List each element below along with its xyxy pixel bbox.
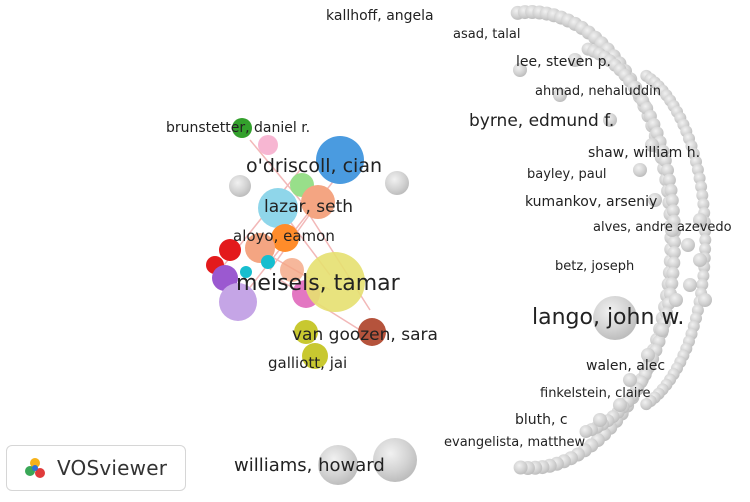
peripheral-node[interactable] [669,293,683,307]
peripheral-node[interactable] [633,163,647,177]
peripheral-node[interactable] [641,348,655,362]
peripheral-node[interactable] [664,183,678,197]
node-brunstetter-daniel-r[interactable] [232,118,252,138]
peripheral-node[interactable] [697,198,710,211]
peripheral-node[interactable] [648,193,662,207]
peripheral-node[interactable] [640,398,653,411]
peripheral-node[interactable] [655,323,669,337]
label-meisels-tamar[interactable]: meisels, tamar [236,271,401,296]
node-lango-john-w[interactable] [593,296,637,340]
peripheral-node[interactable] [698,293,712,307]
label-galliott-jai[interactable]: galliott, jai [268,354,347,372]
label-odriscoll-cian[interactable]: o'driscoll, cian [246,155,382,177]
peripheral-node[interactable] [668,235,681,249]
peripheral-node[interactable] [603,113,617,127]
label-alves-andre-azevedo[interactable]: alves, andre azevedo [593,220,732,235]
node-salmon-3[interactable] [280,258,304,282]
label-kallhoff-angela[interactable]: kallhoff, angela [326,8,434,24]
peripheral-node[interactable] [666,266,680,280]
label-aloyo-eamon[interactable]: aloyo, eamon [233,227,335,245]
peripheral-node[interactable] [665,193,679,207]
label-lango-john-w[interactable]: lango, john w. [532,305,684,330]
label-lee-steven-p[interactable]: lee, steven p. [516,54,611,70]
node-salmon[interactable] [301,185,335,219]
peripheral-node[interactable] [666,204,680,218]
node-lazar-seth[interactable] [258,188,298,228]
node-williams-howard-a[interactable] [373,438,417,482]
logo-text: VOSviewer [57,456,168,480]
node-meisels-tamar[interactable] [305,252,365,312]
peripheral-node[interactable] [229,175,251,197]
peripheral-node[interactable] [697,269,710,282]
label-bluth-c[interactable]: bluth, c [515,412,568,428]
label-evangelista-matthew[interactable]: evangelista, matthew [444,435,586,450]
vosviewer-logo: VOSviewer [6,445,186,491]
label-williams-howard[interactable]: williams, howard [234,455,385,476]
peripheral-node[interactable] [513,460,528,475]
peripheral-node[interactable] [667,246,681,259]
peripheral-node[interactable] [681,238,695,252]
label-ahmad-nehaluddin[interactable]: ahmad, nehaluddin [535,84,661,99]
peripheral-node[interactable] [568,53,582,67]
peripheral-node[interactable] [553,88,567,102]
peripheral-node[interactable] [593,413,607,427]
label-van-goozen-sara[interactable]: van goozen, sara [292,325,438,345]
node-cyan[interactable] [261,255,275,269]
vosviewer-logo-icon [25,458,45,478]
peripheral-node[interactable] [693,253,707,267]
label-betz-joseph[interactable]: betz, joseph [555,259,634,274]
node-odriscoll-cian[interactable] [316,136,364,184]
peripheral-node[interactable] [645,138,659,152]
label-byrne-edmund-f[interactable]: byrne, edmund f. [469,111,614,131]
peripheral-node[interactable] [696,189,709,202]
network-labels: kallhoff, angela asad, talal lee, steven p… [166,8,732,476]
peripheral-node[interactable] [613,398,627,412]
peripheral-node[interactable] [699,243,712,255]
peripheral-node[interactable] [665,277,679,291]
node-pink[interactable] [258,135,278,155]
node-williams-howard-b[interactable] [318,445,358,485]
node-red[interactable] [219,239,241,261]
peripheral-node[interactable] [699,225,712,237]
node-lavender[interactable] [219,283,257,321]
peripheral-node[interactable] [623,373,637,387]
peripheral-node[interactable] [693,213,707,227]
peripheral-node[interactable] [665,223,679,237]
label-brunstetter-daniel-r[interactable]: brunstetter, daniel r. [166,120,310,136]
node-aloyo-eamon[interactable] [271,224,299,252]
peripheral-node[interactable] [699,234,712,246]
peripheral-node[interactable] [667,256,681,270]
label-kumankov-arseniy[interactable]: kumankov, arseniy [525,194,657,210]
peripheral-node[interactable] [579,425,593,438]
node-cyan-2[interactable] [240,266,252,278]
label-asad-talal[interactable]: asad, talal [453,27,520,42]
label-walen-alec[interactable]: walen, alec [586,358,665,374]
node-van-goozen-sara[interactable] [358,318,386,346]
label-bayley-paul[interactable]: bayley, paul [527,167,607,182]
peripheral-node[interactable] [385,171,409,195]
peripheral-node[interactable] [513,63,527,77]
peripheral-node[interactable] [661,163,674,177]
node-olive[interactable] [294,320,318,344]
label-finkelstein-claire[interactable]: finkelstein, claire [540,386,650,401]
peripheral-node[interactable] [683,278,697,292]
label-shaw-william-h[interactable]: shaw, william h. [588,145,700,161]
network-nodes [206,5,712,485]
peripheral-node[interactable] [662,173,676,187]
label-lazar-seth[interactable]: lazar, seth [264,197,353,217]
node-galliott-jai[interactable] [302,343,328,369]
